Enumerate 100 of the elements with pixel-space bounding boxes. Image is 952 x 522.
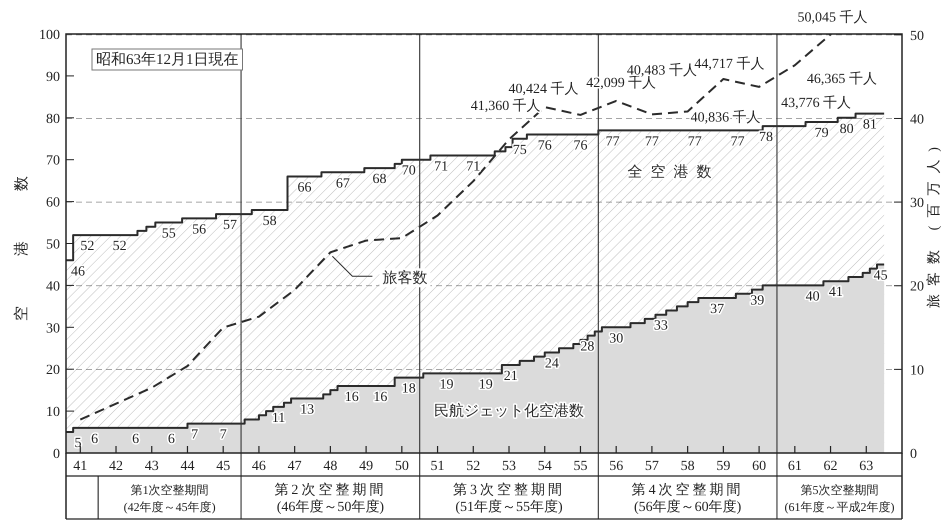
- data-label: 56: [192, 222, 206, 238]
- y-tick-label: 0: [53, 447, 60, 462]
- annotation: 40,424 千人: [508, 80, 578, 97]
- data-label: 39: [750, 294, 764, 309]
- data-label: 19: [439, 377, 454, 392]
- x-tick-label: 51: [430, 459, 445, 474]
- y-axis-title: 空港数: [13, 126, 30, 321]
- data-label: 57: [223, 218, 238, 234]
- data-label: 16: [373, 390, 388, 405]
- data-label: 6: [132, 432, 140, 447]
- data-label: 58: [262, 214, 277, 229]
- x-tick-label: 63: [859, 459, 874, 474]
- data-label: 52: [80, 239, 94, 254]
- y2-tick-label: 0: [910, 447, 917, 462]
- data-label: 76: [573, 138, 588, 154]
- x-tick-label: 61: [788, 459, 802, 474]
- data-label: 40: [806, 289, 820, 304]
- data-label: 18: [402, 382, 416, 397]
- data-label: 52: [112, 239, 127, 254]
- x-tick-label: 56: [609, 459, 624, 474]
- data-label: 24: [544, 356, 559, 372]
- x-tick-label: 44: [180, 459, 194, 474]
- x-tick-label: 42: [109, 459, 124, 474]
- data-label: 46: [71, 264, 85, 280]
- data-label: 45: [874, 268, 888, 284]
- series-name: 全空港数: [627, 164, 720, 180]
- data-label: 75: [512, 142, 527, 158]
- text: 第5次空整期間 (61年度～平成2年度): [784, 483, 894, 514]
- y-tick-label: 40: [46, 279, 60, 294]
- x-tick-label: 50: [394, 459, 409, 474]
- y-tick-label: 100: [39, 28, 60, 43]
- series-name: 旅客数: [382, 270, 428, 286]
- data-label: 77: [644, 134, 659, 150]
- y2-axis-title: 旅客数 (百万人): [926, 139, 942, 308]
- data-label: 6: [168, 432, 175, 447]
- data-label: 16: [344, 390, 359, 405]
- y2-tick-label: 20: [910, 280, 924, 295]
- y2-tick-label: 30: [910, 196, 924, 212]
- data-label: 76: [538, 138, 552, 154]
- x-tick-label: 59: [716, 459, 730, 474]
- x-tick-label: 53: [502, 459, 516, 474]
- data-label: 66: [297, 180, 312, 196]
- data-label: 11: [272, 410, 286, 426]
- data-label: 21: [504, 369, 518, 384]
- y-tick-label: 10: [46, 405, 60, 420]
- data-label: 77: [606, 134, 620, 150]
- x-tick-label: 57: [644, 459, 659, 474]
- data-label: 28: [580, 340, 594, 355]
- text: 50,045 千人: [798, 9, 868, 26]
- data-label: 6: [91, 432, 98, 447]
- data-label: 30: [609, 331, 624, 346]
- x-tick-label: 54: [538, 459, 552, 474]
- x-tick-label: 49: [359, 459, 374, 474]
- annotation: 46,365 千人: [806, 71, 877, 88]
- data-label: 79: [814, 126, 829, 141]
- data-label: 80: [840, 122, 854, 137]
- annotation: 43,776 千人: [781, 94, 852, 111]
- data-label: 68: [372, 172, 386, 188]
- data-label: 70: [402, 164, 416, 179]
- data-label: 78: [758, 130, 773, 146]
- text: 第1次空整期間 (42年度～45年度): [124, 483, 216, 514]
- y-tick-label: 30: [46, 321, 60, 336]
- data-label: 71: [466, 160, 480, 175]
- data-label: 7: [191, 428, 198, 443]
- y-tick-label: 70: [46, 154, 60, 169]
- data-label: 33: [654, 318, 668, 334]
- text: 第3次空整期間 (51年度～55年度): [453, 482, 566, 515]
- data-label: 55: [162, 226, 176, 242]
- annotation: 41,360 千人: [470, 98, 541, 114]
- data-label: 41: [828, 285, 843, 300]
- data-label: 77: [688, 134, 702, 150]
- data-label: 71: [434, 160, 448, 175]
- x-tick-label: 47: [288, 459, 302, 474]
- y2-tick-label: 50: [910, 28, 924, 44]
- annotation: 44,717 千人: [694, 56, 764, 72]
- y-tick-label: 80: [46, 112, 60, 127]
- y2-tick-label: 10: [910, 363, 924, 378]
- x-tick-label: 62: [824, 459, 838, 474]
- x-tick-label: 43: [144, 459, 159, 474]
- y-tick-label: 20: [46, 363, 60, 378]
- x-tick-label: 41: [73, 459, 88, 474]
- data-label: 13: [300, 402, 314, 418]
- annotation: 40,836 千人: [690, 109, 761, 126]
- x-tick-label: 60: [752, 459, 766, 474]
- data-label: 37: [710, 302, 724, 317]
- x-tick-label: 45: [216, 459, 230, 474]
- y2-tick-label: 40: [910, 112, 924, 128]
- y-tick-label: 50: [46, 238, 60, 252]
- x-tick-label: 58: [680, 459, 695, 474]
- text: 第4次空整期間 (56年度～60年度): [632, 482, 744, 515]
- data-label: 67: [336, 176, 350, 192]
- x-tick-label: 55: [573, 459, 588, 474]
- data-label: 77: [730, 134, 745, 150]
- data-label: 19: [478, 377, 493, 392]
- series-name: 民航ジェット化空港数: [434, 403, 584, 420]
- data-label: 81: [862, 118, 877, 133]
- data-label: 7: [220, 428, 227, 443]
- y-tick-label: 60: [46, 196, 60, 211]
- x-tick-label: 48: [323, 459, 338, 474]
- y-tick-label: 90: [46, 70, 60, 85]
